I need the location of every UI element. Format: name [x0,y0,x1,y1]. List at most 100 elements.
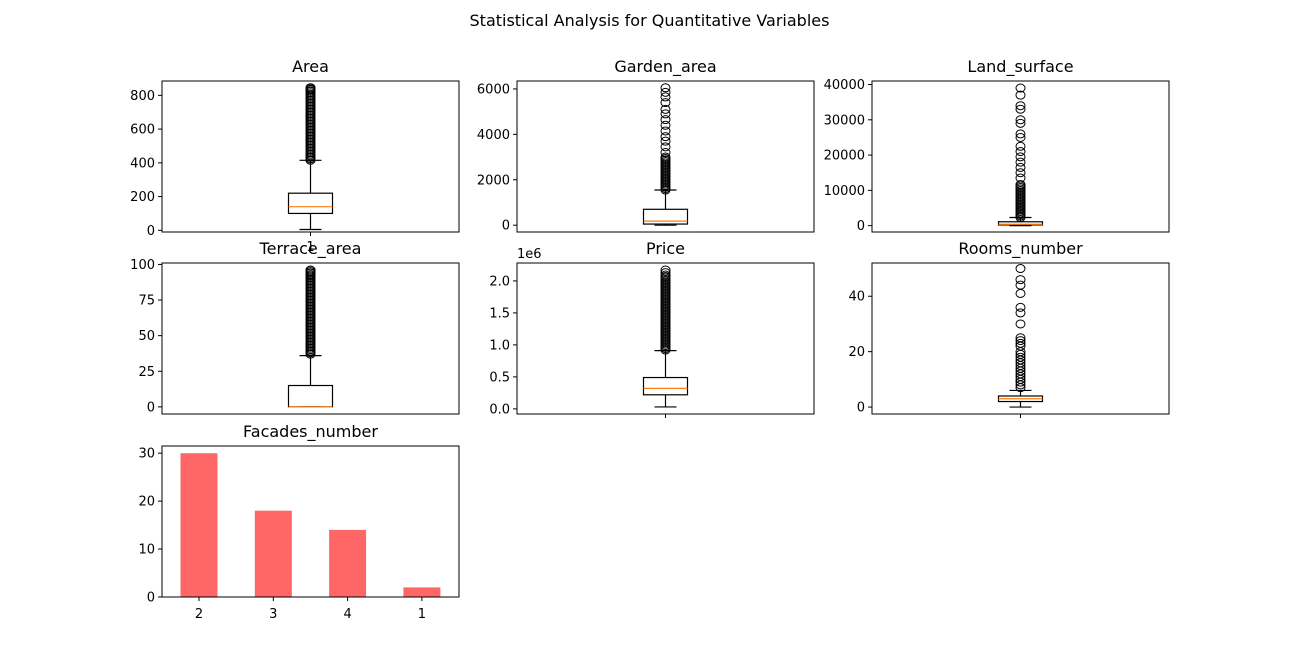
garden_area-ytick-label: 0 [502,219,510,234]
land_surface-outlier [1015,104,1026,114]
price-axes-frame [516,262,815,415]
garden_area-outlier [660,92,671,102]
terrace_area-ytick-label: 0 [147,400,155,415]
terrace_area-outlier [305,268,316,278]
terrace_area-outlier [305,265,316,275]
facades_number-ytick-label: 0 [147,591,155,606]
terrace_area-ytick-label: 50 [138,329,155,344]
rooms_number-outlier [1015,302,1026,312]
land_surface-outlier [1015,141,1026,151]
rooms_number-outlier [1015,264,1026,274]
price-ytick-label: 0.5 [489,370,510,385]
land_surface-subplot: Land_surface 0 10000 20000 30000 40000 [824,57,1170,234]
terrace_area-subplot: Terrace_area 0 25 50 75 100 [130,239,460,415]
facades_number-bar [403,587,441,597]
garden_area-outlier [660,120,671,130]
facades_number-bar [180,453,218,597]
price-outlier [660,265,671,275]
facades_number-ytick-label: 20 [138,495,155,510]
garden_area-outlier [660,142,671,152]
garden_area-subplot: Garden_area 0 2000 4000 6000 [477,57,815,234]
terrace_area-box [287,384,334,408]
terrace_area-title: Terrace_area [259,239,362,259]
garden_area-outlier [660,132,671,142]
land_surface-outlier [1015,90,1026,100]
area-ytick-label: 0 [147,224,155,239]
land_surface-outlier [1015,157,1026,167]
facades_number-axes-frame [161,445,460,598]
area-ytick-label: 200 [130,190,155,205]
price-outlier [660,268,671,278]
land_surface-ytick-label: 10000 [824,184,865,199]
rooms_number-title: Rooms_number [958,239,1083,259]
area-axes-frame [161,80,460,233]
land_surface-outlier [1015,129,1026,139]
garden_area-axes-frame [516,80,815,233]
land_surface-outlier [1015,118,1026,128]
land_surface-outlier [1015,162,1026,172]
rooms_number-outlier [1015,275,1026,285]
garden_area-ytick-label: 2000 [477,173,510,188]
garden_area-outlier [660,83,671,93]
garden_area-outlier [660,87,671,97]
land_surface-ytick-label: 30000 [824,113,865,128]
land_surface-outlier [1015,180,1026,190]
land_surface-axes-frame [871,80,1170,233]
rooms_number-outlier [1015,352,1026,362]
rooms_number-outlier [1015,338,1026,348]
land_surface-title: Land_surface [967,57,1073,77]
price-ytick-label: 0.0 [489,402,510,417]
area-ytick-label: 400 [130,156,155,171]
area-subplot: Area 0 200 400 600 800 1 [130,57,460,255]
land_surface-outlier [1015,83,1026,93]
facades_number-xtick-label: 2 [195,607,203,622]
garden_area-ytick-label: 4000 [477,128,510,143]
garden_area-outlier [660,104,671,114]
area-xtick-label: 1 [306,240,314,255]
garden_area-outlier [660,126,671,136]
land_surface-outlier [1015,147,1026,157]
land_surface-outlier [1015,168,1026,178]
rooms_number-axes-frame [871,262,1170,415]
area-title: Area [292,57,329,76]
land_surface-ytick-label: 20000 [824,149,865,164]
area-ytick-label: 800 [130,89,155,104]
area-ytick-label: 600 [130,123,155,138]
rooms_number-outlier [1015,280,1026,290]
facades_number-title: Facades_number [243,422,378,442]
rooms_number-subplot: Rooms_number 0 20 40 [848,239,1170,418]
price-subplot: Price 1e6 0.0 0.5 1.0 1.5 2.0 [489,239,815,418]
land_surface-outlier [1015,132,1026,142]
rooms_number-outlier [1015,333,1026,343]
price-ytick-label: 1.0 [489,338,510,353]
rooms_number-outlier [1015,288,1026,298]
land_surface-outlier [1015,101,1026,111]
garden_area-outlier [660,152,671,162]
land_surface-outlier [1015,152,1026,162]
facades_number-bar [254,510,292,597]
figure-suptitle: Statistical Analysis for Quantitative Va… [470,11,830,30]
terrace_area-ytick-label: 75 [138,294,155,309]
garden_area-outlier [660,98,671,108]
facades_number-xtick-label: 3 [269,607,277,622]
rooms_number-ytick-label: 0 [857,401,865,416]
facades_number-bar [329,529,367,597]
land_surface-ytick-label: 40000 [824,78,865,93]
area-box [287,192,334,215]
price-offset-text: 1e6 [517,247,542,262]
facades_number-xtick-label: 4 [343,607,351,622]
terrace_area-ytick-label: 100 [130,258,155,273]
rooms_number-ytick-label: 20 [848,345,865,360]
rooms_number-outlier [1015,308,1026,318]
price-title: Price [646,239,685,258]
rooms_number-ytick-label: 40 [848,290,865,305]
price-box [642,376,689,396]
facades_number-ytick-label: 30 [138,447,155,462]
garden_area-outlier [660,109,671,119]
land_surface-outlier [1015,173,1026,183]
terrace_area-axes-frame [161,262,460,415]
terrace_area-outlier [305,271,316,281]
garden_area-outlier [660,148,671,158]
facades_number-subplot: Facades_number 0 10 20 30 2 3 4 1 [138,422,460,622]
